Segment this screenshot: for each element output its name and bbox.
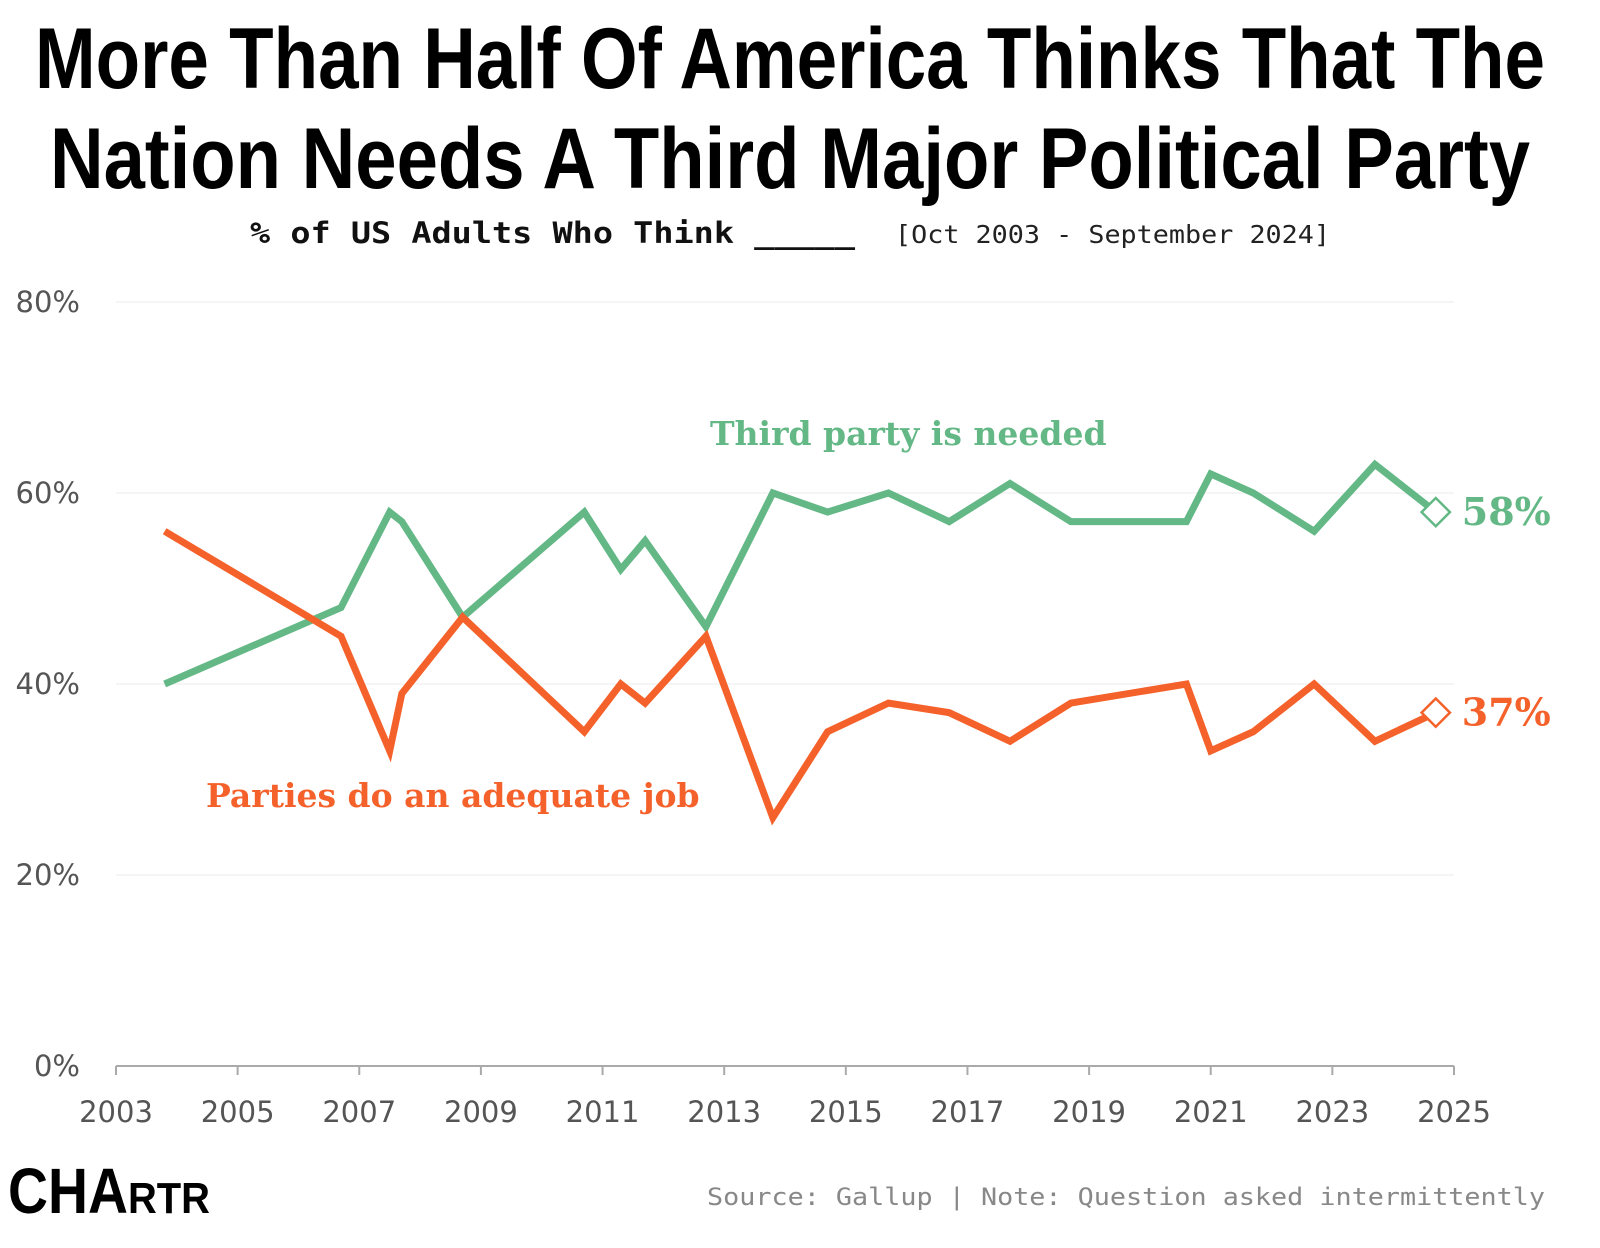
- logo: CHA RTR: [8, 1155, 210, 1227]
- y-tick-label: 60%: [16, 476, 80, 510]
- title-line-1: More Than Half Of America Thinks That Th…: [35, 11, 1545, 107]
- svg-text:RTR: RTR: [128, 1174, 210, 1223]
- x-tick-label: 2011: [566, 1095, 640, 1129]
- end-marker-diamond: [1419, 696, 1452, 729]
- x-tick-label: 2021: [1174, 1095, 1248, 1129]
- svg-text:CHA: CHA: [8, 1155, 128, 1227]
- x-tick-label: 2025: [1417, 1095, 1491, 1129]
- series-line-1: [162, 528, 1438, 826]
- series-line-0: [163, 459, 1438, 688]
- subtitle: % of US Adults Who Think _____: [250, 216, 856, 250]
- x-tick-label: 2023: [1295, 1095, 1369, 1129]
- y-axis: 0% 20% 40% 60% 80%: [16, 285, 80, 1083]
- x-tick-label: 2003: [79, 1095, 153, 1129]
- x-tick-label: 2009: [444, 1095, 518, 1129]
- gridlines: [116, 301, 1454, 876]
- x-axis: 2003 2005 2007 2009 2011 2013 2015 2017 2019 2021…: [79, 1065, 1491, 1129]
- x-tick-label: 2015: [809, 1095, 883, 1129]
- y-tick-label: 20%: [16, 858, 80, 892]
- x-tick-label: 2005: [201, 1095, 275, 1129]
- title-line-2: Nation Needs A Third Major Political Par…: [50, 111, 1530, 207]
- y-tick-label: 40%: [16, 667, 80, 701]
- end-value-label: 37%: [1462, 690, 1551, 735]
- series-lines: 58% 37%: [162, 459, 1551, 826]
- end-marker-diamond: [1419, 496, 1452, 529]
- source-note: Source: Gallup | Note: Question asked in…: [707, 1183, 1545, 1211]
- series-label-adequate-job: Parties do an adequate job: [206, 776, 700, 815]
- x-tick-label: 2007: [322, 1095, 396, 1129]
- x-tick-label: 2013: [687, 1095, 761, 1129]
- date-range: [Oct 2003 - September 2024]: [895, 220, 1330, 249]
- y-tick-label: 0%: [34, 1049, 80, 1083]
- x-tick-label: 2017: [931, 1095, 1005, 1129]
- y-tick-label: 80%: [16, 285, 80, 319]
- end-value-label: 58%: [1462, 489, 1551, 534]
- series-label-third-party: Third party is needed: [710, 414, 1107, 453]
- x-tick-label: 2019: [1052, 1095, 1126, 1129]
